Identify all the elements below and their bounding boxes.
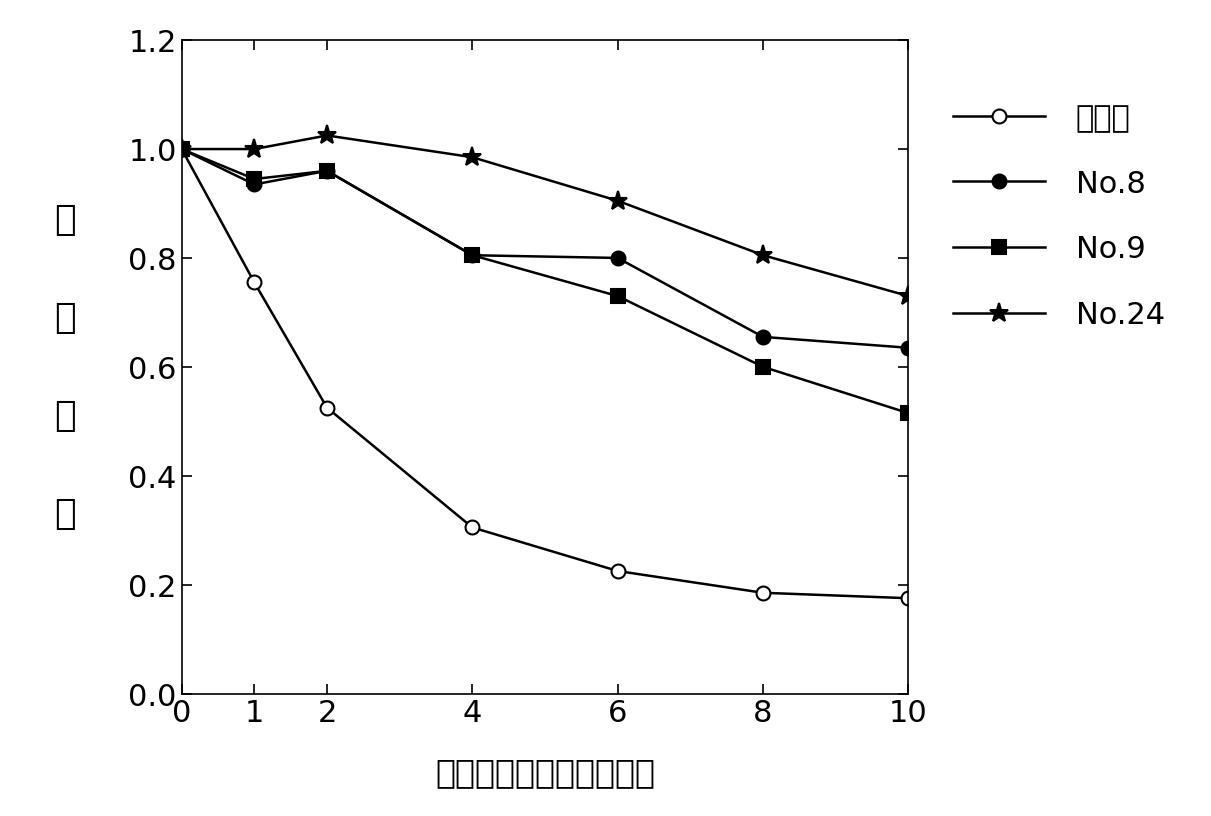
野生株 bbox=[610, 566, 625, 576]
Line: No.8: No.8 bbox=[174, 143, 916, 355]
No.24 bbox=[610, 197, 625, 206]
Text: 性: 性 bbox=[54, 497, 76, 531]
No.24 bbox=[247, 144, 262, 154]
野生株 bbox=[465, 523, 480, 533]
Legend: 野生株, No.8, No.9, No.24: 野生株, No.8, No.9, No.24 bbox=[939, 89, 1180, 345]
No.9 bbox=[174, 144, 189, 154]
No.8 bbox=[465, 251, 480, 260]
No.9 bbox=[320, 166, 334, 176]
No.9 bbox=[247, 175, 262, 184]
Line: No.24: No.24 bbox=[172, 126, 918, 306]
X-axis label: 赖氨酸－ＨＣｌ（ｍＭ）: 赖氨酸－ＨＣｌ（ｍＭ） bbox=[435, 755, 655, 788]
Text: 活: 活 bbox=[54, 399, 76, 433]
No.24 bbox=[320, 131, 334, 141]
No.8 bbox=[247, 180, 262, 190]
No.24 bbox=[465, 153, 480, 162]
Text: 相: 相 bbox=[54, 203, 76, 237]
野生株 bbox=[320, 403, 334, 413]
No.9 bbox=[756, 362, 770, 372]
No.9 bbox=[610, 291, 625, 301]
野生株 bbox=[756, 588, 770, 598]
No.8 bbox=[756, 332, 770, 342]
No.9 bbox=[465, 251, 480, 260]
野生株 bbox=[901, 593, 916, 603]
No.8 bbox=[901, 344, 916, 353]
No.9 bbox=[901, 409, 916, 419]
野生株 bbox=[247, 278, 262, 288]
Line: 野生株: 野生株 bbox=[174, 143, 916, 605]
No.8 bbox=[610, 254, 625, 264]
野生株 bbox=[174, 144, 189, 154]
No.24 bbox=[756, 251, 770, 260]
No.8 bbox=[320, 166, 334, 176]
No.24 bbox=[174, 144, 189, 154]
Text: 对: 对 bbox=[54, 301, 76, 335]
No.8 bbox=[174, 144, 189, 154]
Line: No.9: No.9 bbox=[174, 143, 916, 420]
No.24 bbox=[901, 291, 916, 301]
